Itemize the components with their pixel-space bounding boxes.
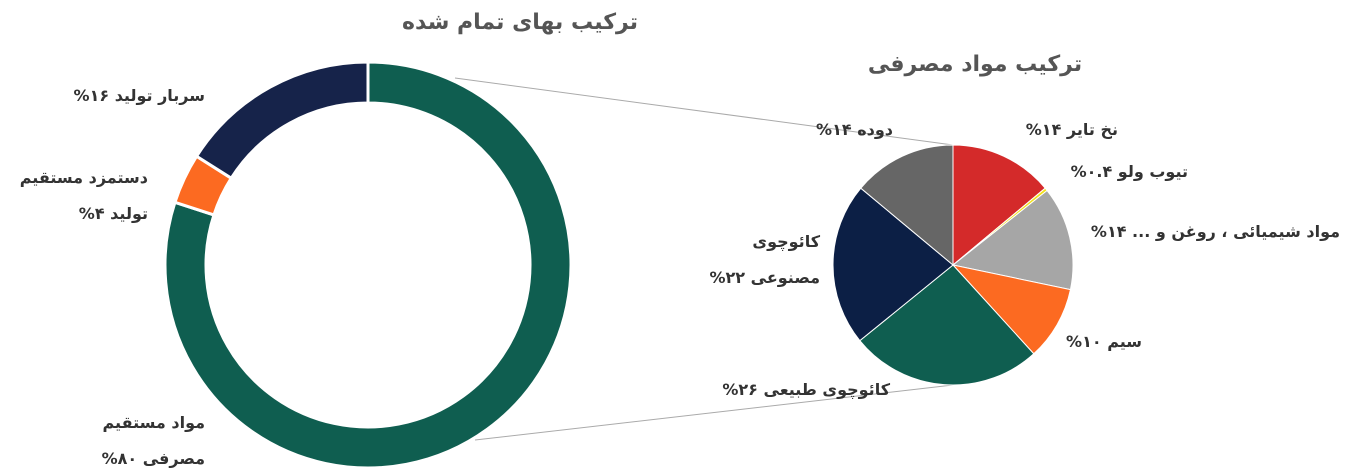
data-label: تیوب ولو ۰.۴% — [988, 154, 1188, 190]
category-label: نخ تایر — [1066, 120, 1118, 139]
data-label: دوده ۱۴% — [693, 112, 893, 148]
category-label: سربار تولید — [114, 86, 205, 105]
chart — [832, 144, 1074, 386]
value-label: ۲۲% — [709, 268, 746, 287]
pie-slice — [952, 144, 1046, 267]
data-label: مواد مستقیم مصرفی ۸۰% — [75, 405, 205, 475]
data-label: نخ تایر ۱۴% — [918, 112, 1118, 148]
chart-title: ترکیب مواد مصرفی — [867, 52, 1083, 77]
value-label: ۱۶% — [73, 86, 110, 105]
donut-segment — [194, 60, 370, 181]
pie-slice — [832, 187, 954, 342]
category-label: دستمزد مستقیم تولید — [19, 168, 148, 223]
value-label: ۸۰% — [101, 449, 138, 468]
pie-slice — [951, 264, 1072, 355]
chart — [163, 60, 573, 470]
data-label: سیم ۱۰% — [942, 324, 1142, 360]
pie-slice — [951, 189, 1074, 291]
connector — [474, 384, 954, 441]
value-label: ۱۴% — [1025, 120, 1062, 139]
category-label: سیم — [1107, 332, 1142, 351]
data-label: کائوچوی مصنوعی ۲۲% — [690, 224, 821, 296]
category-label: مواد مستقیم مصرفی — [102, 413, 205, 468]
pie-slice — [859, 264, 1035, 386]
donut-segment — [163, 60, 573, 470]
category-label: کائوچوی مصنوعی — [750, 232, 820, 287]
data-label: دستمزد مستقیم تولید ۴% — [0, 160, 148, 232]
pie-slice — [860, 144, 954, 267]
data-label: مواد شیمیائی ، روغن و ... ۱۴% — [1040, 214, 1340, 250]
value-label: ۱۰% — [1066, 332, 1102, 351]
value-label: ۰.۴% — [1070, 162, 1113, 181]
category-label: مواد شیمیائی ، روغن و ... — [1132, 222, 1340, 241]
category-label: کائوچوی طبیعی — [763, 380, 891, 399]
data-label: سربار تولید ۱۶% — [5, 78, 205, 114]
value-label: ۴% — [78, 204, 105, 223]
category-label: دوده — [857, 120, 893, 139]
chart-title: ترکیب بهای تمام شده — [402, 10, 638, 35]
value-label: ۱۴% — [1090, 222, 1127, 241]
value-label: ۲۶% — [722, 380, 758, 399]
category-label: تیوب ولو — [1117, 162, 1188, 181]
value-label: ۱۴% — [816, 120, 852, 139]
data-label: کائوچوی طبیعی ۲۶% — [640, 372, 890, 408]
connector — [454, 77, 954, 146]
